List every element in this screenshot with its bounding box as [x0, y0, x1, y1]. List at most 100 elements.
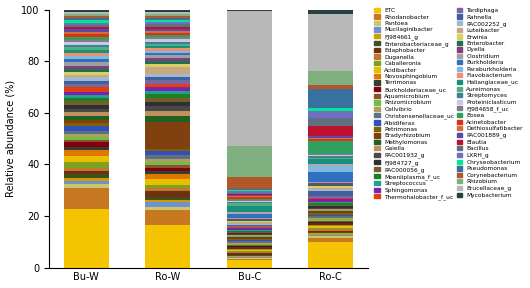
Bar: [145, 159, 190, 162]
Bar: [227, 256, 271, 257]
Bar: [145, 18, 190, 20]
Bar: [64, 123, 109, 126]
Bar: [227, 11, 271, 146]
Bar: [145, 149, 190, 151]
Bar: [227, 244, 271, 245]
Bar: [227, 202, 271, 203]
Bar: [227, 260, 271, 268]
Bar: [308, 139, 353, 141]
Bar: [308, 196, 353, 198]
Bar: [308, 198, 353, 199]
Bar: [145, 44, 190, 46]
Bar: [308, 206, 353, 208]
Bar: [145, 151, 190, 155]
Bar: [145, 22, 190, 24]
Bar: [227, 258, 271, 259]
Bar: [227, 249, 271, 250]
Bar: [308, 154, 353, 155]
Bar: [308, 222, 353, 223]
Bar: [145, 103, 190, 106]
Bar: [227, 213, 271, 214]
Bar: [64, 181, 109, 184]
Bar: [145, 225, 190, 268]
Bar: [64, 50, 109, 53]
Bar: [308, 215, 353, 216]
Bar: [227, 242, 271, 244]
Bar: [308, 189, 353, 191]
Bar: [64, 137, 109, 140]
Bar: [308, 216, 353, 218]
Bar: [145, 67, 190, 73]
Bar: [145, 10, 190, 12]
Bar: [145, 80, 190, 84]
Bar: [64, 42, 109, 45]
Bar: [227, 192, 271, 193]
Bar: [308, 225, 353, 226]
Bar: [227, 214, 271, 218]
Bar: [64, 171, 109, 174]
Bar: [64, 18, 109, 20]
Bar: [145, 29, 190, 31]
Bar: [145, 111, 190, 116]
Bar: [145, 33, 190, 35]
Bar: [145, 168, 190, 171]
Bar: [308, 165, 353, 172]
Bar: [308, 202, 353, 203]
Bar: [145, 202, 190, 207]
Bar: [227, 233, 271, 234]
Bar: [64, 184, 109, 188]
Bar: [145, 56, 190, 58]
Bar: [145, 14, 190, 16]
Bar: [145, 84, 190, 88]
Bar: [308, 164, 353, 165]
Bar: [64, 140, 109, 143]
Bar: [145, 91, 190, 94]
Bar: [145, 37, 190, 39]
Bar: [308, 126, 353, 137]
Bar: [64, 66, 109, 69]
Bar: [64, 25, 109, 27]
Bar: [227, 222, 271, 223]
Bar: [64, 150, 109, 156]
Bar: [64, 77, 109, 81]
Bar: [308, 182, 353, 183]
Bar: [308, 242, 353, 268]
Bar: [227, 239, 271, 240]
Bar: [145, 98, 190, 103]
Bar: [308, 229, 353, 230]
Bar: [64, 147, 109, 150]
Bar: [308, 111, 353, 118]
Bar: [227, 177, 271, 189]
Bar: [145, 41, 190, 44]
Bar: [308, 236, 353, 238]
Bar: [227, 245, 271, 246]
Bar: [145, 53, 190, 56]
Bar: [308, 230, 353, 232]
Bar: [145, 61, 190, 64]
Bar: [308, 108, 353, 111]
Bar: [145, 51, 190, 53]
Bar: [145, 94, 190, 98]
Bar: [64, 45, 109, 48]
Bar: [64, 10, 109, 12]
Bar: [145, 16, 190, 18]
Bar: [308, 14, 353, 71]
Bar: [145, 122, 190, 149]
Bar: [227, 238, 271, 239]
Bar: [227, 236, 271, 237]
Bar: [227, 189, 271, 190]
Bar: [308, 85, 353, 89]
Bar: [64, 134, 109, 137]
Bar: [227, 246, 271, 247]
Bar: [308, 10, 353, 14]
Bar: [145, 207, 190, 210]
Bar: [64, 174, 109, 178]
Bar: [227, 195, 271, 196]
Bar: [64, 112, 109, 115]
Bar: [64, 29, 109, 32]
Bar: [64, 109, 109, 112]
Bar: [64, 95, 109, 98]
Bar: [308, 211, 353, 212]
Bar: [64, 37, 109, 39]
Bar: [227, 221, 271, 222]
